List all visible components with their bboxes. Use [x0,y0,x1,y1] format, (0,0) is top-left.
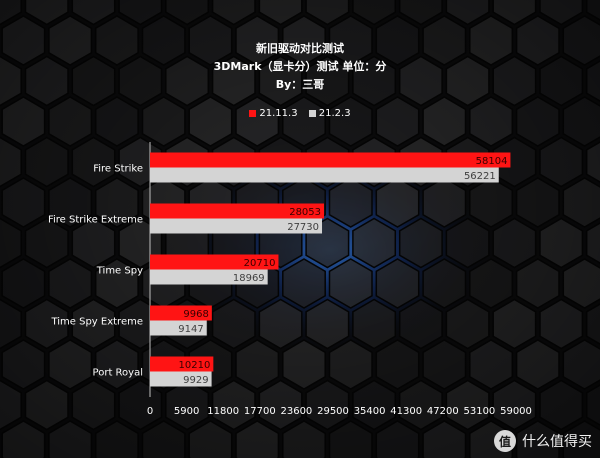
bar-series-2 [150,218,323,234]
legend-label-series-2: 21.2.3 [318,108,351,119]
bar-series-2 [150,269,268,285]
bar-series-2 [150,167,499,183]
watermark: 值 什么值得买 [494,430,592,452]
legend-item-series-1: 21.11.3 [249,108,298,119]
category-label: Time Spy Extreme [50,317,143,328]
data-label-series-1: 58104 [476,156,508,167]
data-label-series-2: 56221 [464,171,496,182]
data-label-series-1: 20710 [244,258,276,269]
category-label: Fire Strike Extreme [48,215,143,226]
x-tick-label: 53100 [463,406,495,417]
bar-series-1 [150,305,212,321]
data-label-series-2: 9929 [183,375,208,386]
data-label-series-2: 27730 [287,222,319,233]
chart-title: 新旧驱动对比测试 [256,42,344,55]
data-label-series-1: 9968 [183,309,208,320]
legend-swatch-series-1 [249,110,257,117]
legend-swatch-series-2 [308,110,316,117]
x-tick-label: 11800 [207,406,239,417]
x-tick-label: 47200 [427,406,459,417]
x-tick-label: 41300 [390,406,422,417]
x-tick-label: 0 [147,406,153,417]
data-label-series-2: 18969 [233,273,265,284]
chart-subtitle: 3DMark（显卡分）测试 单位：分 [213,60,387,73]
bar-series-1 [150,152,511,168]
legend-label-series-1: 21.11.3 [259,108,298,119]
data-label-series-1: 28053 [289,207,321,218]
watermark-logo-icon: 值 [494,430,516,452]
bar-series-1 [150,356,214,372]
bar-series-1 [150,254,279,270]
x-tick-label: 23600 [280,406,312,417]
legend-item-series-2: 21.2.3 [308,108,351,119]
bar-series-2 [150,320,207,336]
legend: 21.11.3 21.2.3 [0,108,600,120]
category-label: Fire Strike [93,164,143,175]
category-label: Port Royal [93,368,143,379]
data-label-series-1: 10210 [179,360,211,371]
category-label: Time Spy [96,266,143,277]
x-tick-label: 5900 [174,406,199,417]
x-tick-label: 59000 [500,406,532,417]
bar-series-1 [150,203,325,219]
x-tick-label: 17700 [244,406,276,417]
watermark-text: 什么值得买 [522,434,592,450]
bar-series-2 [150,371,212,387]
x-tick-label: 29500 [317,406,349,417]
chart-author: By：三哥 [275,78,325,91]
x-tick-label: 35400 [354,406,386,417]
data-label-series-2: 9147 [178,324,203,335]
